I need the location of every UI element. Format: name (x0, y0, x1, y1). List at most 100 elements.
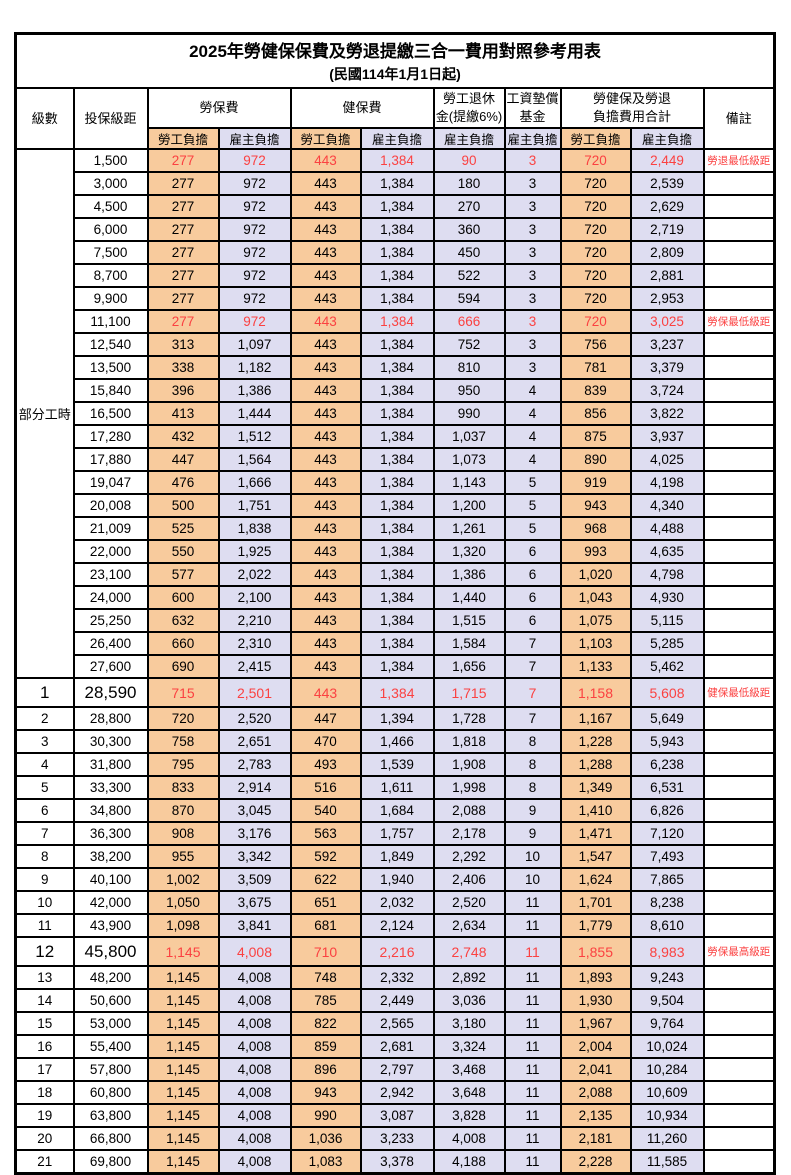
value-cell: 443 (289, 654, 362, 679)
value-cell: 443 (289, 424, 362, 449)
value-cell: 2,004 (559, 1034, 632, 1059)
salary-cell: 20,008 (72, 493, 149, 518)
table-row: 2 28,800 720 2,520 447 1,394 1,728 7 1,167 5,649 (14, 706, 776, 731)
value-cell: 1,384 (359, 539, 435, 564)
value-cell: 2,892 (432, 965, 506, 990)
value-cell: 338 (146, 355, 220, 380)
value-cell: 1,779 (559, 913, 632, 938)
value-cell: 277 (146, 286, 220, 311)
value-cell: 525 (146, 516, 220, 541)
value-cell: 3,180 (432, 1011, 506, 1036)
table-row: 5 33,300 833 2,914 516 1,611 1,998 8 1,349 6,531 (14, 775, 776, 800)
value-cell: 1,384 (359, 424, 435, 449)
value-cell: 443 (289, 562, 362, 587)
value-cell: 1,167 (559, 706, 632, 731)
value-cell: 1,940 (359, 867, 435, 892)
value-cell: 277 (146, 194, 220, 219)
value-cell: 11 (503, 988, 562, 1013)
value-cell: 1,757 (359, 821, 435, 846)
value-cell: 277 (146, 171, 220, 196)
value-cell: 955 (146, 844, 220, 869)
value-cell: 972 (217, 171, 292, 196)
value-cell: 396 (146, 378, 220, 403)
value-cell: 443 (289, 631, 362, 656)
table-row: 3,000 277 972 443 1,384 180 3 720 2,539 (16, 171, 776, 196)
table-row: 17 57,800 1,145 4,008 896 2,797 3,468 11 2,041 10… (14, 1057, 776, 1082)
value-cell: 563 (289, 821, 362, 846)
value-cell: 919 (559, 470, 632, 495)
value-cell: 2,124 (359, 913, 435, 938)
pension-label-line1: 勞工退休 (442, 91, 495, 107)
remark-cell (702, 706, 776, 731)
value-cell: 720 (559, 171, 632, 196)
value-cell: 11 (503, 1080, 562, 1105)
value-cell: 1,043 (559, 585, 632, 610)
value-cell: 8,238 (629, 890, 705, 915)
value-cell: 11 (503, 1011, 562, 1036)
value-cell: 896 (289, 1057, 362, 1082)
value-cell: 4,025 (629, 447, 705, 472)
value-cell: 2,748 (432, 936, 506, 967)
value-cell: 2,953 (629, 286, 705, 311)
table-row: 8 38,200 955 3,342 592 1,849 2,292 10 1,547 7,493 (14, 844, 776, 869)
salary-cell: 7,500 (72, 240, 149, 265)
remark-cell (702, 1057, 776, 1082)
value-cell: 11,260 (629, 1126, 705, 1151)
value-cell: 1,384 (359, 585, 435, 610)
table-row: 26,400 660 2,310 443 1,384 1,584 7 1,103 5,285 (16, 631, 776, 656)
level-cell: 1 (14, 677, 75, 708)
value-cell: 1,386 (432, 562, 506, 587)
value-cell: 1,512 (217, 424, 292, 449)
value-cell: 720 (146, 706, 220, 731)
level-cell: 18 (14, 1080, 75, 1105)
value-cell: 277 (146, 240, 220, 265)
value-cell: 1,288 (559, 752, 632, 777)
value-cell: 1,384 (359, 309, 435, 334)
value-cell: 972 (217, 217, 292, 242)
level-cell: 8 (14, 844, 75, 869)
table-row: 3 30,300 758 2,651 470 1,466 1,818 8 1,228 5,943 (14, 729, 776, 754)
value-cell: 443 (289, 516, 362, 541)
salary-cell: 33,300 (72, 775, 149, 800)
value-cell: 1,611 (359, 775, 435, 800)
value-cell: 3,822 (629, 401, 705, 426)
value-cell: 443 (289, 240, 362, 265)
table-row: 11,100 277 972 443 1,384 666 3 720 3,025 勞保最低級距 (16, 309, 776, 334)
value-cell: 2,178 (432, 821, 506, 846)
value-cell: 2,449 (629, 148, 705, 173)
value-cell: 1,384 (359, 355, 435, 380)
value-cell: 1,384 (359, 654, 435, 679)
table-row: 7,500 277 972 443 1,384 450 3 720 2,809 (16, 240, 776, 265)
value-cell: 277 (146, 148, 220, 173)
subheader-health-employee: 勞工負擔 (289, 127, 362, 150)
value-cell: 1,103 (559, 631, 632, 656)
value-cell: 943 (559, 493, 632, 518)
value-cell: 1,182 (217, 355, 292, 380)
remark-cell (702, 217, 776, 242)
remark-cell: 勞退最低級距 (702, 148, 776, 173)
level-cell: 2 (14, 706, 75, 731)
value-cell: 11 (503, 965, 562, 990)
value-cell: 90 (432, 148, 506, 173)
value-cell: 1,624 (559, 867, 632, 892)
value-cell: 666 (432, 309, 506, 334)
value-cell: 11 (503, 913, 562, 938)
value-cell: 1,145 (146, 1057, 220, 1082)
value-cell: 443 (289, 309, 362, 334)
value-cell: 10,609 (629, 1080, 705, 1105)
col-header-wage-fund: 工資墊償 基金 (503, 87, 562, 129)
value-cell: 6 (503, 562, 562, 587)
value-cell: 2,881 (629, 263, 705, 288)
value-cell: 993 (559, 539, 632, 564)
value-cell: 2,914 (217, 775, 292, 800)
table-row: 9 40,100 1,002 3,509 622 1,940 2,406 10 1,624 7,8… (14, 867, 776, 892)
value-cell: 522 (432, 263, 506, 288)
value-cell: 476 (146, 470, 220, 495)
remark-cell (702, 729, 776, 754)
value-cell: 2,783 (217, 752, 292, 777)
value-cell: 5,285 (629, 631, 705, 656)
value-cell: 1,384 (359, 516, 435, 541)
value-cell: 3,468 (432, 1057, 506, 1082)
value-cell: 9 (503, 821, 562, 846)
value-cell: 1,200 (432, 493, 506, 518)
